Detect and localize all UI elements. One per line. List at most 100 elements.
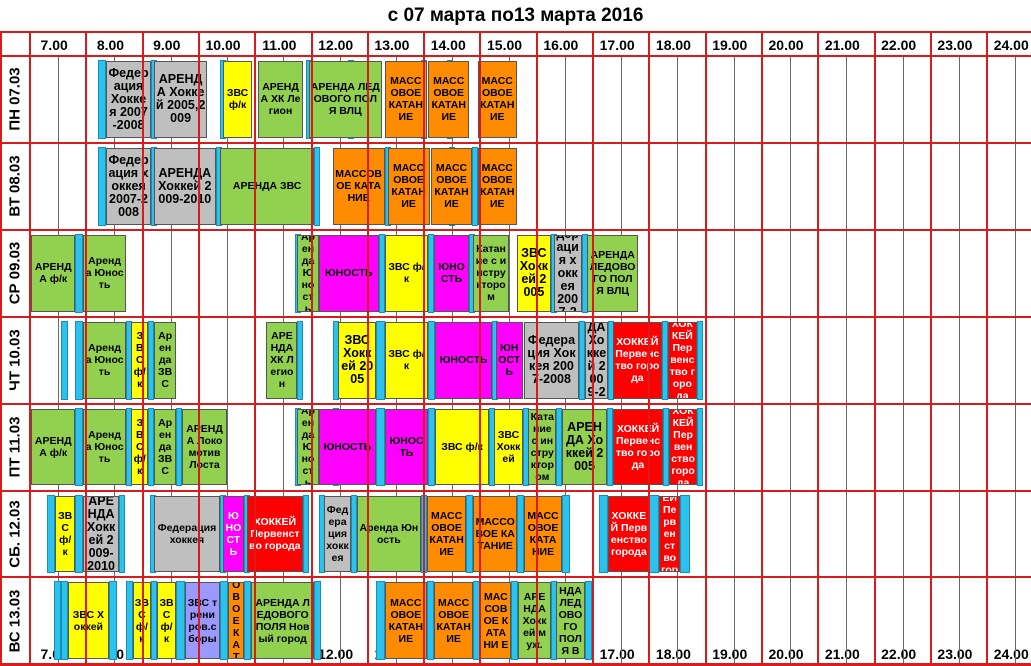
hour-label-bottom: 21.00 [824,646,860,662]
event-block[interactable]: Аренда Юность [83,408,126,486]
hour-label-top: 18.00 [655,37,691,53]
hour-label-top: 13.00 [374,37,410,53]
event-block[interactable]: ЮНОСТЬ [495,321,523,399]
event-block[interactable]: МАССОВОЕ КАТАНИЕ [228,582,244,660]
event-block[interactable]: ЮНОСТЬ [222,495,244,573]
event-block[interactable]: ЮНОСТЬ [435,321,492,399]
ice-resurfacing-gap [176,581,185,661]
event-block[interactable]: Аренда Юность [83,234,126,312]
event-block[interactable]: Аренда Юность [297,408,319,486]
event-block[interactable]: Федерация Хоккея 2007-2008 [524,321,579,399]
ice-resurfacing-gap [680,494,691,574]
event-block[interactable]: АРЕНДА Хоккей муж. [518,582,551,660]
event-block[interactable]: МАССОВОЕ КАТАНИЕ [332,147,385,225]
event-block[interactable]: АРЕНДА ЛЕДОВОГО ПОЛЯ Новый город [250,582,315,660]
event-block[interactable]: МАССОВОЕ КАТАНИЕ [524,495,563,573]
hour-label-top: 23.00 [937,37,973,53]
event-block[interactable]: ХОККЕЙ Первенство города [612,408,664,486]
row-gridline [0,31,1031,33]
event-block[interactable]: МАССОВОЕ КАТАНИЕ [431,147,472,225]
hour-gridline [535,32,538,665]
event-block[interactable]: ЗВС Хоккей 2005 [516,234,551,312]
event-block[interactable]: ХОККЕЙ Первенство города [608,495,650,573]
event-block[interactable]: АРЕНДА ЛЕДОВОГО ПОЛЯ ВЛЦ [587,234,639,312]
day-label: СР 09.03 [0,230,30,317]
event-block[interactable]: Аренда ЗВС [153,321,177,399]
event-block[interactable]: МАССОВОЕ КАТАНИЕ [433,582,474,660]
event-block[interactable]: ЗВС ф/к [384,321,429,399]
event-block[interactable]: АРЕНДА Локомотив Лоста [182,408,228,486]
event-block[interactable]: АРЕНДА Хоккей 2009-2010 [83,495,119,573]
event-block[interactable]: АРЕНДА ЗВС [220,147,315,225]
event-block[interactable]: ЗВС Хоккей [494,408,523,486]
event-block[interactable]: АРЕНДА Хоккей 2005 [562,408,608,486]
ice-resurfacing-gap [376,407,385,487]
event-block[interactable]: АРЕНДА Хоккей 2009-2010 [153,147,216,225]
event-block[interactable]: МАССОВОЕ КАТАНИЕ [387,147,430,225]
day-label-text: СР 09.03 [6,241,24,305]
hour-gridline [254,32,257,665]
event-block[interactable]: Федерация хоккея 2007-2008 [553,234,582,312]
event-block[interactable]: ЗВС ф/к [131,321,149,399]
event-block[interactable]: АРЕНДА ф/к [31,234,76,312]
event-block[interactable]: Аренда ЗВС [153,408,177,486]
event-block[interactable]: ЮНОСТЬ [433,234,470,312]
event-block[interactable]: ХОККЕЙ Первенство города [612,321,662,399]
ice-resurfacing-gap [297,320,304,400]
event-block[interactable]: АРЕНДА ф/к [31,408,76,486]
event-block[interactable]: ЗВС ф/к [222,61,253,138]
event-block[interactable]: АРЕНДА ЛЕДОВОГО ПОЛЯ ВЛЦ [556,582,585,660]
event-block[interactable]: ХОККЕЙ Первенство города [659,495,681,573]
event-block[interactable]: ЮНОСТЬ [318,234,380,312]
ice-resurfacing-gap [428,233,435,313]
ice-resurfacing-gap [697,320,704,400]
event-block[interactable]: ЗВС ф/к [55,495,76,573]
hour-label-bottom: 24.00 [993,646,1029,662]
row-gridline [0,315,1031,318]
event-block[interactable]: АРЕНДА ЛЕДОВОГО ПОЛЯ ВЛЦ [308,61,382,138]
ice-resurfacing-gap [332,320,339,400]
event-block[interactable]: АРЕНДА Хоккей 2009-2010 [584,321,609,399]
event-block[interactable]: Федерация хоккея 2007-2008 [106,147,152,225]
event-block[interactable]: МАССОВОЕ КАТАНИ Е [480,582,512,660]
event-block[interactable]: Федерация хоккея [153,495,220,573]
ice-resurfacing-gap [318,494,325,574]
event-block[interactable]: ЗВС Хоккей [68,582,109,660]
event-block[interactable]: Катание с инструктором [528,408,557,486]
event-block[interactable]: МАССОВОЕ КАТАНИЕ [384,61,427,138]
ice-resurfacing-gap [97,146,106,226]
hour-label-top: 9.00 [153,37,181,53]
hour-gridline [873,32,876,665]
event-block[interactable]: ЗВС Хоккей 2005 [338,321,377,399]
event-block[interactable]: АРЕНДА ХК Легион [258,61,304,138]
ice-resurfacing-gap [428,320,436,400]
event-block[interactable]: Федерация хоккея [324,495,351,573]
event-block[interactable]: ЗВС трениров.сборы [184,582,220,660]
event-block[interactable]: ХОККЕЙ Первенство города [667,321,698,399]
event-block[interactable]: МАССОВОЕ КАТАНИЕ [428,61,470,138]
event-block[interactable]: МАССОВОЕ КАТАНИЕ [477,61,517,138]
event-block[interactable]: ЮНОСТЬ [384,408,429,486]
event-block[interactable]: ЮНОСТЬ [318,408,377,486]
event-block[interactable]: МАССОВОЕ КАТАНИЕ [384,582,427,660]
event-block[interactable]: МАССОВОЕ КАТАНИЕ [473,495,517,573]
ice-resurfacing-gap [75,233,84,313]
day-label-text: ВТ 08.03 [6,155,24,217]
ice-resurfacing-gap [243,581,251,661]
hour-label-top: 10.00 [205,37,241,53]
hour-label-top: 21.00 [824,37,860,53]
event-block[interactable]: Аренда Юность [297,234,319,312]
event-block[interactable]: ЗВС ф/к [156,582,177,660]
event-block[interactable]: Катание с инструктором [473,234,509,312]
event-block[interactable]: МАССОВОЕ КАТАНИЕ [426,495,467,573]
event-block[interactable]: Федерация Хоккея 2007-2008 [106,61,152,138]
event-block[interactable]: Аренда Юность [83,321,126,399]
event-block[interactable]: ЗВС ф/к [384,234,429,312]
event-block[interactable]: МАССОВОЕ КАТАНИЕ [477,147,517,225]
event-block[interactable]: ЗВС ф/к [131,408,149,486]
event-block[interactable]: ХОККЕЙ Первенство города [669,408,698,486]
ice-resurfacing-gap [97,60,106,139]
ice-resurfacing-gap [598,494,609,574]
event-block[interactable]: АРЕНДА ХК Легион [266,321,298,399]
ice-resurfacing-gap [584,581,592,661]
